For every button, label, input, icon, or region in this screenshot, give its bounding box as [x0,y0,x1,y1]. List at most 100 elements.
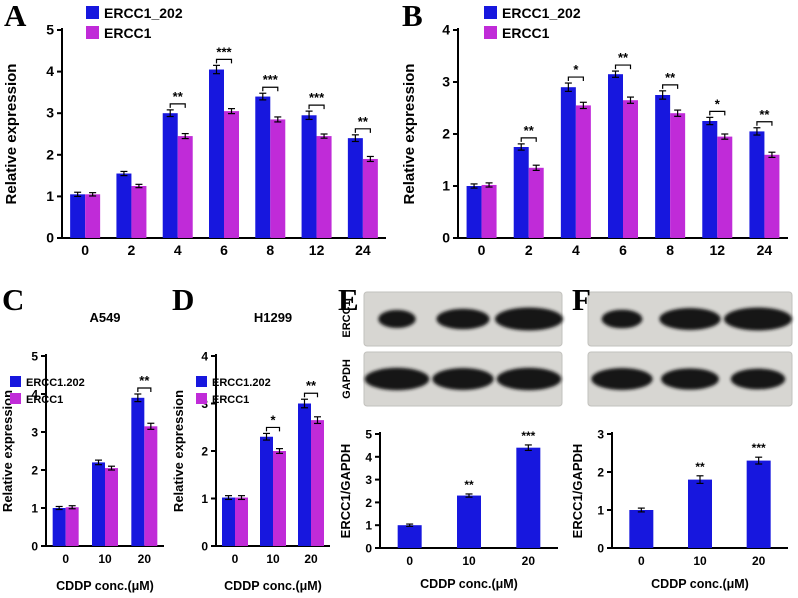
panel-letter-c: C [2,282,25,317]
panel-letter-a: A [4,0,27,33]
blot-band [601,309,643,329]
bar [560,87,576,238]
panel-c: 0 1 2 3 4 5 Relative expression 0 10 20 ** ERCC1.20… [0,290,170,598]
bar [144,426,158,546]
bar [85,194,101,238]
blot-band [730,368,786,390]
significance-label: ** [759,107,770,122]
bar [92,462,105,546]
panel-c-chart: 0 1 2 3 4 5 Relative expression 0 10 20 ** ERCC1.20… [0,310,164,593]
x-tick-label: 12 [309,242,325,258]
significance-label: ** [358,114,369,129]
significance-label: ** [139,373,150,388]
bar [105,468,118,546]
x-tick-label: 10 [693,554,707,568]
x-tick-label: 8 [666,242,674,258]
y-tick-label: 5 [365,428,372,442]
bar [70,194,86,238]
y-tick-label: 1 [201,492,208,506]
significance-bracket [303,392,319,398]
y-tick-label: 0 [201,540,208,554]
bar [702,121,718,238]
legend-label: ERCC1 [502,25,550,41]
legend-swatch [484,26,497,39]
bar [52,508,66,546]
significance-label: * [270,412,276,427]
x-axis-label: CDDP conc.(μM) [224,579,322,593]
blot-row-label: GAPDH [341,359,353,399]
y-tick-label: 2 [442,126,450,142]
legend-swatch [10,393,21,404]
blot-band [661,368,719,390]
y-axis-label: ERCC1/GAPDH [570,444,585,539]
y-axis-label: Relative expression [172,390,186,512]
legend-swatch [484,6,497,19]
legend-label: ERCC1 [104,25,152,41]
y-tick-label: 4 [201,350,208,364]
x-tick-label: 10 [462,554,476,568]
x-tick-label: 24 [355,242,371,258]
bar [397,525,422,548]
bar [608,74,623,238]
bar [629,510,654,548]
significance-bracket [614,64,632,70]
significance-label: ** [306,378,317,393]
bar [655,95,671,238]
y-tick-label: 3 [31,426,38,440]
significance-bracket [262,86,279,92]
bar [131,397,145,546]
bar [347,138,363,238]
significance-bracket [756,121,773,126]
bar [717,136,733,238]
bar [746,460,771,548]
x-tick-label: 24 [757,242,773,258]
significance-label: ** [524,123,535,138]
x-tick-label: 0 [406,554,413,568]
blot-band [378,309,416,329]
bar [528,167,544,238]
bar [298,403,311,546]
x-tick-label: 20 [138,552,152,566]
y-tick-label: 5 [46,22,54,38]
bar [316,136,332,238]
bar [224,111,239,238]
panel-letter-b: B [402,0,423,33]
significance-bracket [662,84,679,89]
x-tick-label: 20 [752,554,766,568]
bar [131,186,147,238]
x-tick-label: 20 [522,554,536,568]
legend-swatch [10,376,21,387]
significance-label: *** [752,441,766,455]
significance-bracket [567,76,584,82]
y-tick-label: 2 [31,464,38,478]
panel-e-blot: ERCC1 GAPDH [341,291,563,407]
x-tick-label: 0 [62,552,69,566]
bar [273,451,286,546]
significance-bracket [354,128,371,133]
y-tick-label: 1 [46,188,54,204]
x-tick-label: 4 [572,242,580,258]
legend-swatch [196,393,207,404]
x-tick-label: 10 [98,552,112,566]
y-axis-label: ERCC1/GAPDH [338,444,353,539]
y-tick-label: 4 [31,388,38,402]
bar [260,436,273,546]
significance-label: *** [263,72,279,87]
bar [575,105,591,239]
x-tick-label: 0 [638,554,645,568]
bar [516,447,541,548]
x-tick-label: 6 [619,242,627,258]
significance-label: *** [521,429,535,443]
bar [466,186,482,238]
significance-bracket [137,387,152,392]
x-tick-label: 20 [304,552,318,566]
legend-label: ERCC1_202 [104,5,183,21]
x-tick-label: 10 [266,552,280,566]
y-tick-label: 0 [442,230,450,246]
y-tick-label: 3 [442,74,450,90]
